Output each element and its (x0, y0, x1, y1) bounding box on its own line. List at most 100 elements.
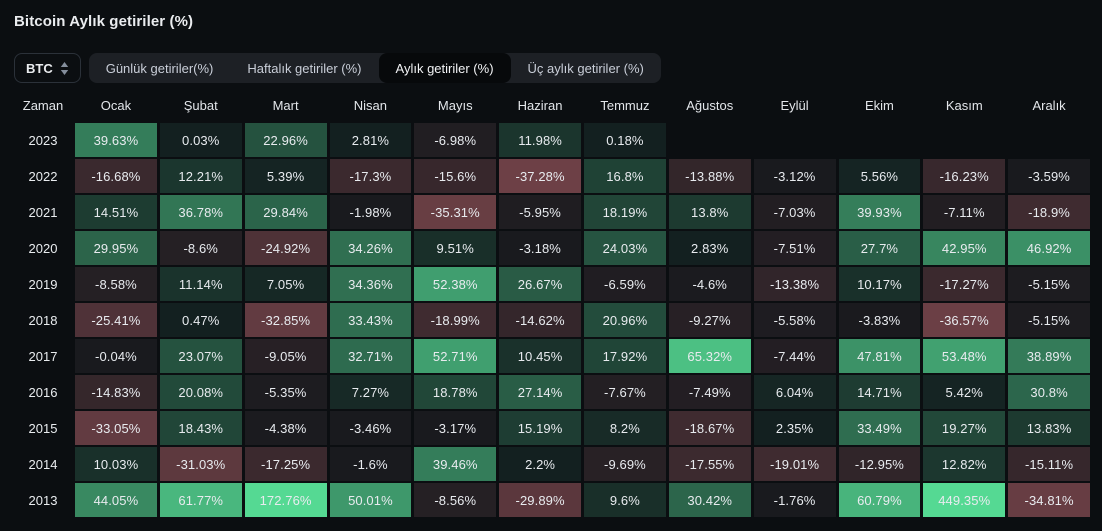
return-cell: 19.27% (923, 411, 1006, 445)
return-cell: 10.03% (75, 447, 157, 481)
return-cell: 449.35% (923, 483, 1006, 517)
return-cell: 30.42% (668, 483, 751, 517)
return-cell: -24.92% (244, 231, 327, 265)
return-cell: 65.32% (668, 339, 751, 373)
return-cell: 14.51% (75, 195, 157, 229)
return-cell: 23.07% (159, 339, 242, 373)
year-label: 2014 (28, 456, 58, 472)
return-cell: 0.03% (159, 123, 242, 157)
return-cell: -6.59% (584, 267, 666, 301)
asset-select-label: BTC (26, 60, 53, 76)
return-cell: -15.6% (414, 159, 497, 193)
tab-quarterly-returns[interactable]: Üç aylık getiriler (%) (511, 53, 661, 83)
return-cell: -1.76% (753, 483, 836, 517)
return-cell: -3.83% (838, 303, 921, 337)
column-header-month: Ekim (864, 97, 894, 113)
return-cell: -31.03% (159, 447, 242, 481)
return-cell: 29.84% (244, 195, 327, 229)
tab-daily-returns[interactable]: Günlük getiriler(%) (89, 53, 231, 83)
return-cell: -6.98% (414, 123, 497, 157)
column-header-month: Şubat (183, 97, 218, 113)
return-cell: -5.58% (753, 303, 836, 337)
return-cell: 36.78% (159, 195, 242, 229)
return-cell: 9.51% (414, 231, 497, 265)
return-cell: -7.44% (753, 339, 836, 373)
year-label: 2017 (28, 348, 58, 364)
return-cell: -13.88% (668, 159, 751, 193)
return-cell: 0.47% (159, 303, 242, 337)
return-cell: -17.3% (329, 159, 412, 193)
return-cell: -3.46% (329, 411, 412, 445)
return-cell: -18.9% (1008, 195, 1090, 229)
return-cell: -7.49% (668, 375, 751, 409)
return-cell: -1.98% (329, 195, 412, 229)
return-cell: -14.83% (75, 375, 157, 409)
column-header-month: Nisan (353, 97, 388, 113)
return-cell: -13.38% (753, 267, 836, 301)
return-cell: -9.05% (244, 339, 327, 373)
year-label: 2021 (28, 204, 58, 220)
column-header-month: Haziran (517, 97, 563, 113)
return-cell: 12.82% (923, 447, 1006, 481)
return-cell: 33.43% (329, 303, 412, 337)
return-cell: 14.71% (838, 375, 921, 409)
asset-select[interactable]: BTC (14, 53, 81, 83)
tab-monthly-returns[interactable]: Aylık getiriler (%) (378, 53, 511, 83)
year-label: 2013 (28, 492, 58, 508)
return-cell: -9.69% (584, 447, 666, 481)
return-cell: 34.36% (329, 267, 412, 301)
return-cell: 60.79% (838, 483, 921, 517)
return-cell: -3.18% (499, 231, 581, 265)
return-cell: 61.77% (159, 483, 242, 517)
return-cell: -5.95% (499, 195, 581, 229)
return-cell: 22.96% (244, 123, 327, 157)
return-cell: 13.8% (668, 195, 751, 229)
return-cell: -7.67% (584, 375, 666, 409)
return-cell: -17.25% (244, 447, 327, 481)
return-cell: -35.31% (414, 195, 497, 229)
column-header-time: Zaman (22, 97, 64, 113)
return-cell: -5.15% (1008, 267, 1090, 301)
return-cell: 18.43% (159, 411, 242, 445)
return-cell: 42.95% (923, 231, 1006, 265)
return-cell: -14.62% (499, 303, 581, 337)
column-header-month: Mart (272, 97, 299, 113)
return-cell: 39.46% (414, 447, 497, 481)
return-cell: 11.14% (159, 267, 242, 301)
return-cell: 18.78% (414, 375, 497, 409)
return-cell: 16.8% (584, 159, 666, 193)
return-cell: -18.67% (668, 411, 751, 445)
year-label: 2022 (28, 168, 58, 184)
return-cell: 8.2% (584, 411, 666, 445)
year-label: 2019 (28, 276, 58, 292)
return-cell: 47.81% (838, 339, 921, 373)
page-title: Bitcoin Aylık getiriler (%) (14, 13, 194, 30)
return-cell: 39.93% (838, 195, 921, 229)
return-cell: 11.98% (499, 123, 581, 157)
return-cell: 33.49% (838, 411, 921, 445)
return-cell: 24.03% (584, 231, 666, 265)
return-cell: -16.68% (75, 159, 157, 193)
year-label: 2018 (28, 312, 58, 328)
table-header-row: Zaman Ocak Şubat Mart Nisan Mayıs Haziran Temmu… (14, 92, 1090, 118)
return-cell: -7.51% (753, 231, 836, 265)
return-cell: 2.2% (499, 447, 581, 481)
return-cell: 7.05% (244, 267, 327, 301)
column-header-month: Kasım (945, 97, 983, 113)
return-cell: 20.08% (159, 375, 242, 409)
tab-weekly-returns[interactable]: Haftalık getiriler (%) (230, 53, 378, 83)
caret-up-down-icon (60, 61, 69, 75)
return-cell: -1.6% (329, 447, 412, 481)
column-header-month: Aralık (1032, 97, 1066, 113)
returns-period-tabs: Günlük getiriler(%) Haftalık getiriler (… (88, 53, 661, 83)
return-cell (1008, 123, 1090, 157)
return-cell: 34.26% (329, 231, 412, 265)
return-cell: -17.55% (668, 447, 751, 481)
year-label: 2023 (28, 132, 58, 148)
return-cell: -8.58% (75, 267, 157, 301)
return-cell: 2.35% (753, 411, 836, 445)
return-cell: 27.14% (499, 375, 581, 409)
return-cell: -0.04% (75, 339, 157, 373)
return-cell: -29.89% (499, 483, 581, 517)
year-label: 2015 (28, 420, 58, 436)
